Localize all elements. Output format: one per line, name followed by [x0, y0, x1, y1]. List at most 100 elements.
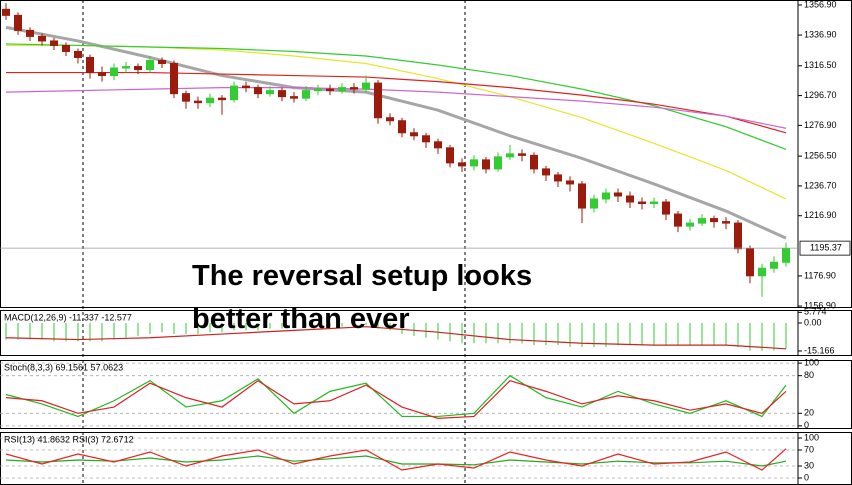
- candle-body: [578, 183, 586, 209]
- candle-body: [554, 174, 562, 182]
- candle-body: [518, 153, 526, 156]
- candle-body: [758, 267, 766, 277]
- candle-body: [434, 141, 442, 149]
- candle-body: [722, 221, 730, 224]
- y-tick-label: 1176.90: [804, 270, 836, 280]
- y-tick-label: 1156.90: [804, 300, 836, 310]
- candle-body: [566, 180, 574, 185]
- y-tick-label: 100: [804, 358, 819, 368]
- candle-body: [734, 222, 742, 250]
- candle-body: [530, 154, 538, 170]
- y-tick-label: 1216.90: [804, 210, 837, 220]
- candle-body: [2, 8, 10, 16]
- panel-title: RSI(13) 41.8632 RSI(3) 72.6712: [4, 434, 134, 444]
- candle-body: [410, 132, 418, 137]
- candle-body: [398, 120, 406, 134]
- candle-body: [62, 44, 70, 52]
- indicator-line: [5, 25, 787, 240]
- indicator-line: [5, 87, 787, 129]
- y-tick-label: 0.00: [804, 317, 822, 327]
- candle-body: [278, 90, 286, 98]
- candle-body: [362, 82, 370, 90]
- candle-body: [314, 88, 322, 92]
- annotation: better than ever: [192, 303, 410, 335]
- y-tick-label: 100: [804, 432, 819, 442]
- current-price-box: [799, 240, 851, 256]
- candle-body: [50, 40, 58, 46]
- panel-title: MACD(12,26,9) -11.337 -12.577: [4, 312, 132, 322]
- candle-body: [710, 218, 718, 223]
- candle-body: [686, 222, 694, 227]
- panel-title: Stoch(8,3,3) 69.1561 57.0623: [4, 362, 123, 372]
- y-tick-label: 5.774: [804, 307, 827, 317]
- candle-body: [218, 97, 226, 101]
- y-tick-label: 80: [804, 370, 814, 380]
- y-tick-label: 1316.50: [804, 60, 837, 70]
- annotation: The reversal setup looks: [192, 260, 532, 292]
- candle-body: [590, 198, 598, 209]
- candle-body: [98, 72, 106, 77]
- candle-body: [14, 14, 22, 31]
- candle-body: [242, 85, 250, 89]
- candle-body: [542, 168, 550, 176]
- candle-body: [266, 90, 274, 95]
- y-tick-label: 0: [804, 472, 809, 482]
- candle-body: [326, 88, 334, 92]
- candle-body: [470, 159, 478, 167]
- indicator-line: [5, 379, 787, 419]
- candle-body: [290, 96, 298, 99]
- candle-body: [158, 60, 166, 65]
- indicator-line: [5, 374, 787, 418]
- candle-body: [662, 201, 670, 215]
- candle-body: [110, 67, 118, 77]
- candle-body: [74, 50, 82, 59]
- indicator-line: [5, 326, 787, 350]
- candle-body: [638, 201, 646, 205]
- y-tick-label: 1276.90: [804, 120, 837, 130]
- y-tick-label: 1356.90: [804, 0, 837, 9]
- current-price-label: 1195.37: [810, 243, 842, 253]
- candle-body: [770, 261, 778, 269]
- candle-body: [482, 159, 490, 170]
- candle-body: [170, 63, 178, 95]
- candle-body: [446, 147, 454, 164]
- candle-body: [26, 29, 34, 37]
- candle-body: [374, 82, 382, 119]
- y-tick-label: 1236.70: [804, 180, 837, 190]
- candle-body: [674, 213, 682, 227]
- candle-body: [134, 66, 142, 71]
- candle-body: [602, 192, 610, 200]
- candle-body: [350, 87, 358, 90]
- candle-body: [506, 153, 514, 158]
- candle-body: [650, 201, 658, 205]
- y-tick-label: 1256.50: [804, 150, 837, 160]
- candle-body: [302, 90, 310, 99]
- candle-body: [338, 87, 346, 92]
- y-tick-label: 1296.70: [804, 90, 837, 100]
- candle-body: [458, 162, 466, 167]
- candle-body: [206, 97, 214, 104]
- y-tick-label: 70: [804, 444, 814, 454]
- y-tick-label: -15.166: [804, 345, 835, 355]
- candle-body: [230, 85, 238, 101]
- candle-body: [626, 195, 634, 203]
- y-tick-label: 0: [804, 420, 809, 430]
- candle-body: [122, 66, 130, 69]
- candle-body: [614, 192, 622, 197]
- candle-body: [38, 35, 46, 42]
- candle-body: [782, 248, 790, 263]
- candle-body: [698, 218, 706, 224]
- candle-body: [746, 248, 754, 277]
- y-tick-label: 30: [804, 460, 814, 470]
- candle-body: [194, 100, 202, 104]
- candle-body: [494, 156, 502, 170]
- candle-body: [182, 93, 190, 102]
- candle-body: [86, 57, 94, 74]
- candle-body: [386, 117, 394, 122]
- candle-body: [254, 87, 262, 95]
- indicator-line: [5, 448, 787, 471]
- candle-body: [146, 60, 154, 71]
